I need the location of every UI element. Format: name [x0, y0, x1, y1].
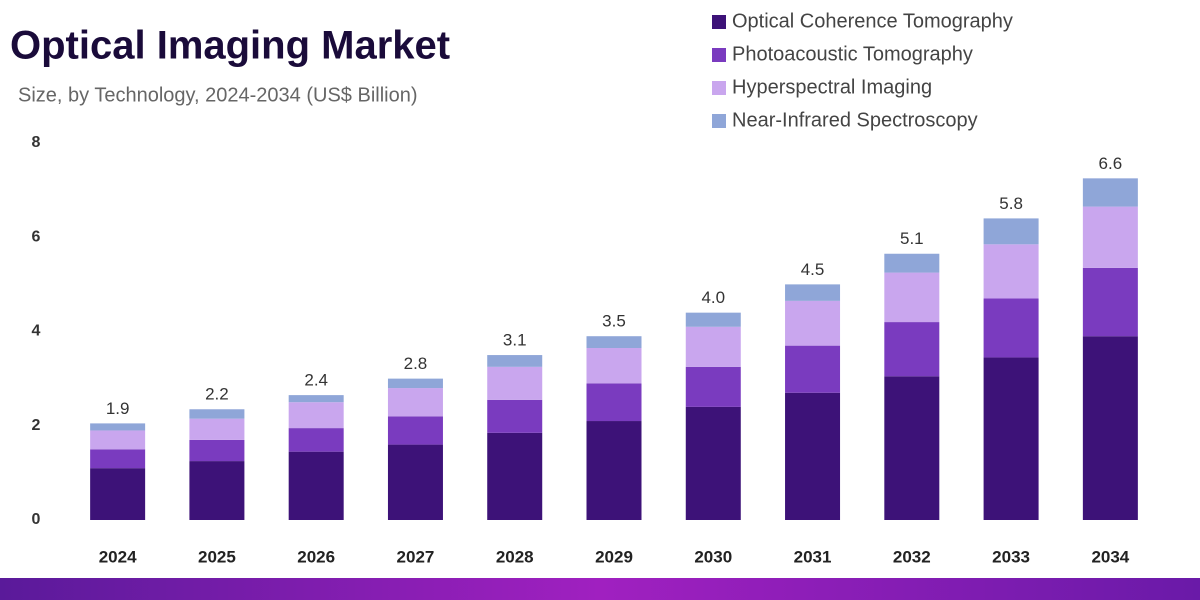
bar-segment	[685, 406, 741, 520]
bar-segment	[884, 376, 940, 520]
bar-segment	[983, 244, 1039, 299]
total-label: 2.2	[205, 385, 229, 404]
bar-segment	[387, 444, 443, 520]
legend-swatch	[712, 48, 726, 62]
bar-segment	[487, 432, 543, 520]
bar-segment	[387, 416, 443, 445]
bar-segment	[1082, 267, 1138, 337]
bar-segment	[1082, 206, 1138, 268]
total-label: 4.0	[701, 288, 725, 307]
total-label: 6.6	[1099, 154, 1123, 173]
legend-label: Optical Coherence Tomography	[732, 10, 1013, 32]
legend-swatch	[712, 15, 726, 29]
total-label: 5.1	[900, 229, 924, 248]
bar-segment	[487, 355, 543, 367]
x-tick-label: 2028	[496, 547, 534, 566]
chart-subtitle: Size, by Technology, 2024-2034 (US$ Bill…	[18, 84, 418, 106]
bar-segment	[1082, 178, 1138, 207]
y-tick-label: 8	[32, 134, 41, 151]
x-tick-label: 2029	[595, 547, 633, 566]
bar-segment	[288, 428, 344, 452]
total-label: 5.8	[999, 194, 1023, 213]
x-tick-label: 2033	[992, 547, 1030, 566]
bar-segment	[983, 218, 1039, 245]
total-label: 2.4	[304, 371, 328, 390]
total-label: 4.5	[801, 260, 825, 279]
total-label: 3.1	[503, 331, 527, 350]
total-label: 2.8	[404, 354, 428, 373]
bar-segment	[785, 392, 841, 520]
bar-segment	[189, 409, 245, 419]
bar-segment	[785, 300, 841, 346]
bar-segment	[487, 366, 543, 400]
legend-label: Photoacoustic Tomography	[732, 43, 973, 65]
bar-segment	[387, 378, 443, 389]
bar-segment	[685, 312, 741, 327]
bar-segment	[288, 451, 344, 520]
y-tick-label: 4	[32, 323, 41, 340]
bar-segment	[586, 347, 642, 384]
bar-segment	[586, 336, 642, 348]
bar-segment	[1082, 336, 1138, 520]
x-tick-label: 2030	[694, 547, 732, 566]
bar-segment	[586, 421, 642, 520]
legend-swatch	[712, 81, 726, 95]
bar-segment	[90, 468, 146, 520]
bar-segment	[884, 272, 940, 323]
bar-segment	[90, 430, 146, 450]
y-tick-label: 2	[32, 417, 41, 434]
bar-segment	[288, 402, 344, 429]
bar-segment	[288, 395, 344, 403]
bar-segment	[189, 461, 245, 520]
x-tick-label: 2025	[198, 547, 236, 566]
bar-segment	[685, 326, 741, 367]
bar-segment	[189, 439, 245, 462]
bar-segment	[387, 388, 443, 417]
total-label: 1.9	[106, 399, 130, 418]
x-tick-label: 2031	[794, 547, 832, 566]
x-tick-label: 2026	[297, 547, 335, 566]
bar-segment	[685, 366, 741, 407]
y-tick-label: 6	[32, 228, 41, 245]
chart-title: Optical Imaging Market	[10, 24, 450, 68]
bar-segment	[785, 345, 841, 393]
bar-segment	[983, 357, 1039, 520]
bar-segment	[487, 399, 543, 433]
bar-segment	[586, 383, 642, 422]
bar-segment	[189, 418, 245, 440]
bar-segment	[884, 322, 940, 377]
legend-label: Hyperspectral Imaging	[732, 76, 932, 98]
bar-segment	[90, 449, 146, 469]
total-label: 3.5	[602, 312, 626, 331]
bar-segment	[785, 284, 841, 301]
y-tick-label: 0	[32, 511, 41, 528]
bar-segment	[884, 253, 940, 273]
x-tick-label: 2027	[397, 547, 435, 566]
bar-segment	[983, 298, 1039, 358]
x-tick-label: 2034	[1091, 547, 1129, 566]
x-tick-label: 2032	[893, 547, 931, 566]
bar-segment	[90, 423, 146, 431]
legend-label: Near-Infrared Spectroscopy	[732, 109, 978, 131]
legend-swatch	[712, 114, 726, 128]
x-tick-label: 2024	[99, 547, 137, 566]
footer-band	[0, 578, 1200, 600]
